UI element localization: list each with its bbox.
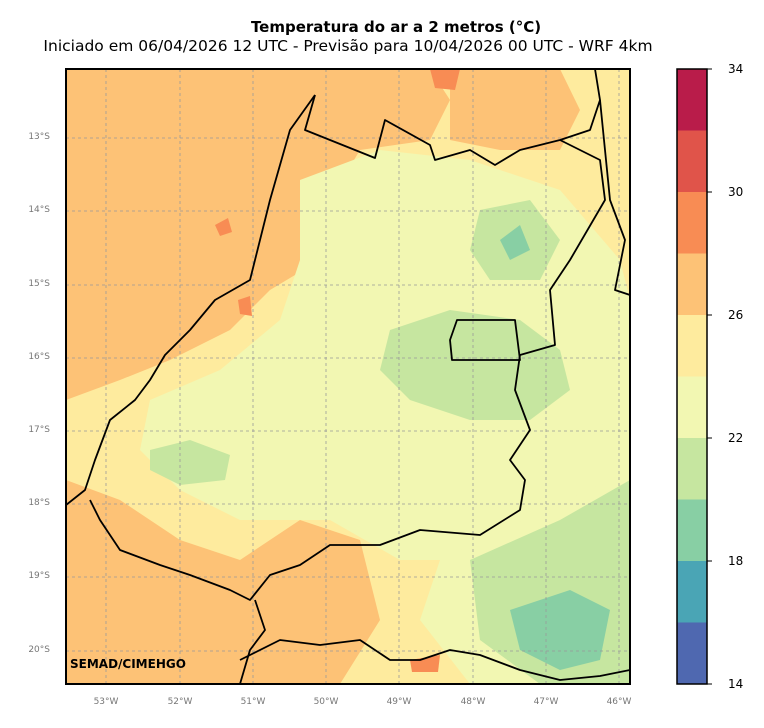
lat-label-15s: 15°S [28, 279, 50, 289]
colorbar-tick-18: 18 [728, 554, 744, 568]
map-title: Temperatura do ar a 2 metros (°C) [250, 18, 542, 36]
colorbar-tick-14: 14 [728, 677, 744, 691]
colorbar-tick-26: 26 [728, 308, 744, 322]
lat-label-16s: 16°S [28, 352, 50, 362]
colorbar-tick-34: 34 [728, 62, 744, 76]
lon-label-50w: 50°W [313, 697, 339, 707]
colorbar-bin-24-26 [677, 315, 707, 377]
field-hot-north [430, 69, 460, 90]
border-mato-grosso [66, 94, 316, 506]
colorbar [676, 68, 712, 685]
field-warm-north [450, 69, 580, 150]
field-warm-southwest [66, 480, 380, 684]
border-tocantins [304, 69, 601, 166]
border-bahia [599, 99, 630, 296]
lat-label-18s: 18°S [28, 498, 50, 508]
colorbar-bin-28-30 [677, 192, 707, 254]
map-subtitle: Iniciado em 06/04/2026 12 UTC - Previsão… [43, 37, 653, 55]
colorbar-bin-20-22 [677, 438, 707, 500]
field-cold-southeast [510, 590, 610, 670]
lat-label-20s: 20°S [28, 645, 50, 655]
colorbar-tick-22: 22 [728, 431, 744, 445]
colorbar-bin-16-18 [677, 561, 707, 623]
lon-label-51w: 51°W [240, 697, 266, 707]
lat-label-13s: 13°S [28, 132, 50, 142]
border-goias-south [89, 139, 606, 601]
field-cool-west [150, 440, 230, 485]
lon-label-49w: 49°W [386, 697, 412, 707]
colorbar-bin-30-32 [677, 130, 707, 192]
colorbar-bin-14-16 [677, 622, 707, 684]
colorbar-bin-18-20 [677, 499, 707, 561]
map-frame [65, 68, 631, 685]
lat-label-17s: 17°S [28, 425, 50, 435]
credit-label: SEMAD/CIMEHGO [70, 657, 186, 671]
border-distrito-federal [449, 319, 521, 361]
colorbar-tick-30: 30 [728, 185, 744, 199]
lon-label-53w: 53°W [93, 697, 119, 707]
field-cold-spot [500, 225, 530, 260]
colorbar-frame [676, 68, 708, 685]
field-hot-spot-1 [215, 218, 232, 236]
border-minas-gerais [239, 639, 630, 681]
field-hot-spot-2 [238, 296, 252, 316]
border-ms [239, 599, 266, 684]
temperature-field [66, 69, 630, 684]
field-warm-northwest [66, 69, 450, 400]
lat-label-14s: 14°S [28, 205, 50, 215]
lon-label-46w: 46°W [606, 697, 632, 707]
state-borders [66, 69, 630, 684]
lon-label-48w: 48°W [460, 697, 486, 707]
lon-label-47w: 47°W [533, 697, 559, 707]
lat-label-19s: 19°S [28, 571, 50, 581]
field-cool-brasilia [380, 310, 570, 420]
colorbar-bin-22-24 [677, 376, 707, 438]
gridlines [66, 69, 630, 684]
lon-label-52w: 52°W [167, 697, 193, 707]
colorbar-bin-26-28 [677, 253, 707, 315]
colorbar-bin-32-34 [677, 69, 707, 131]
